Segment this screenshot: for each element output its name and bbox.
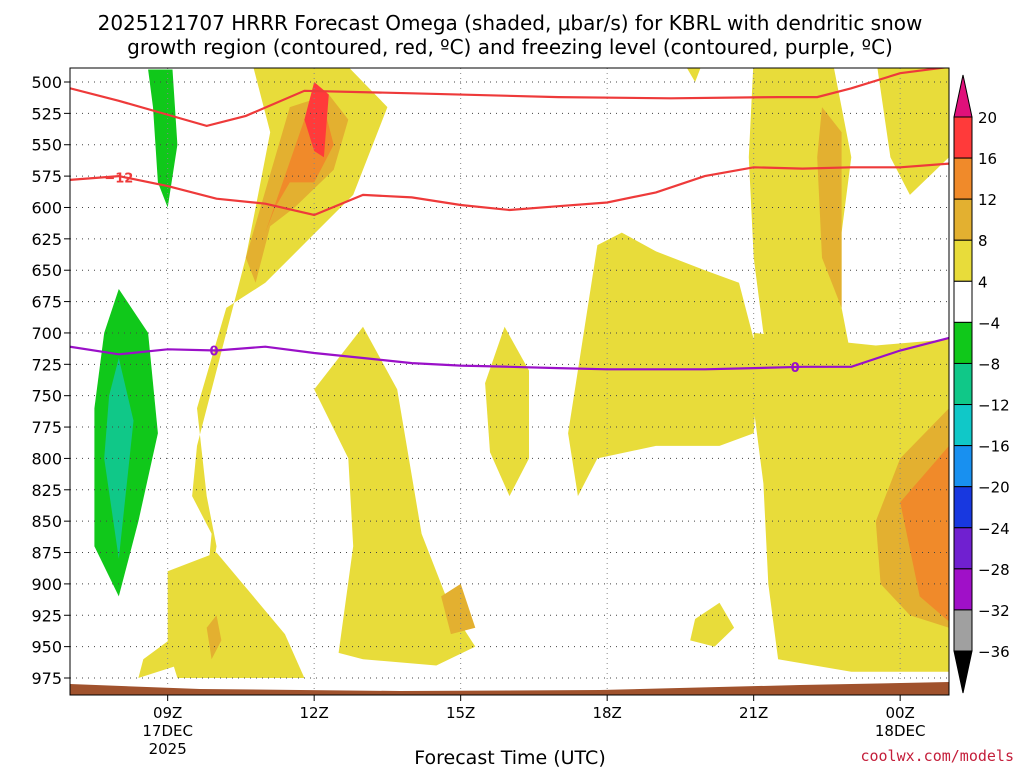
colorbar-label-4: 4 [978, 273, 988, 291]
colorbar-bin-7 [953, 404, 973, 447]
y-tick-550: 550 [31, 136, 62, 155]
y-tick-700: 700 [31, 324, 62, 343]
x-tick-00Z: 00Z [885, 704, 914, 722]
colorbar-bin-9 [953, 486, 973, 529]
omega-region-1 [167, 552, 305, 678]
contour-label-2: 0 [791, 361, 800, 376]
colorbar-label-12: −32 [978, 602, 1010, 620]
y-tick-950: 950 [31, 638, 62, 657]
x-tick-12Z: 12Z [299, 704, 328, 722]
contour-label-1: 0 [210, 345, 219, 360]
y-tick-725: 725 [31, 355, 62, 374]
colorbar-label-11: −28 [978, 561, 1010, 579]
y-tick-750: 750 [31, 387, 62, 406]
x-tick-date-00Z: 18DEC [875, 722, 926, 740]
colorbar-label-6: −8 [978, 355, 1000, 373]
colorbar-label-7: −12 [978, 397, 1010, 415]
colorbar-label-8: −16 [978, 438, 1010, 456]
colorbar-bin-0 [953, 116, 973, 159]
x-axis-label: Forecast Time (UTC) [414, 747, 605, 768]
y-tick-825: 825 [31, 481, 62, 500]
y-tick-525: 525 [31, 104, 62, 123]
colorbar-label-10: −24 [978, 520, 1010, 538]
colorbar-label-2: 12 [978, 191, 997, 209]
y-tick-625: 625 [31, 230, 62, 249]
y-tick-500: 500 [31, 73, 62, 92]
omega-region-17 [304, 82, 329, 158]
omega-region-8 [690, 602, 735, 647]
contour-dgz-bottom [70, 162, 949, 217]
gridlines [70, 68, 949, 695]
colorbar-bin-2 [953, 198, 973, 241]
colorbar-bin-11 [953, 568, 973, 611]
colorbar-label-1: 16 [978, 150, 997, 168]
colorbar: 20 16 12 8 4 −4 −8 −12 −16 −20 −24 −28 −32 −36 [953, 74, 1010, 694]
colorbar-bin-1 [953, 157, 973, 200]
contour-lines: −12 0 0 [70, 68, 949, 376]
colorbar-label-5: −4 [978, 314, 1000, 332]
colorbar-bin-12 [953, 609, 973, 652]
colorbar-bin-4 [953, 280, 973, 323]
y-tick-800: 800 [31, 449, 62, 468]
omega-region-9 [686, 68, 701, 82]
plot-frame [69, 67, 950, 696]
x-tick-date-09Z: 17DEC [142, 722, 193, 740]
y-tick-925: 925 [31, 606, 62, 625]
plot-area: −12 0 0 [70, 68, 949, 695]
colorbar-bottom-triangle [953, 650, 973, 694]
omega-region-12 [441, 583, 476, 635]
x-tick-year-09Z: 2025 [149, 740, 187, 758]
y-tick-650: 650 [31, 261, 62, 280]
y-tick-775: 775 [31, 418, 62, 437]
chart-title-line1: 2025121707 HRRR Forecast Omega (shaded, … [98, 11, 923, 35]
omega-region-11 [206, 615, 222, 660]
y-tick-675: 675 [31, 293, 62, 312]
y-tick-600: 600 [31, 198, 62, 217]
colorbar-label-9: −20 [978, 479, 1010, 497]
omega-region-7 [877, 68, 949, 195]
omega-region-0 [138, 68, 388, 678]
x-tick-15Z: 15Z [446, 704, 475, 722]
omega-region-3 [485, 326, 529, 497]
y-axis: 500 525 550 575 600 625 650 675 700 725 750 775 800 8… [31, 73, 70, 688]
colorbar-bin-5 [953, 321, 973, 364]
omega-shading [94, 68, 949, 678]
omega-region-16 [900, 445, 949, 622]
contour-freezing-level [70, 336, 949, 371]
omega-region-13 [817, 107, 842, 308]
contour-label-0: −12 [104, 171, 133, 186]
chart-title-line2: growth region (contoured, red, ºC) and f… [127, 35, 893, 59]
y-tick-900: 900 [31, 575, 62, 594]
y-tick-575: 575 [31, 167, 62, 186]
x-tick-18Z: 18Z [592, 704, 621, 722]
colorbar-label-0: 20 [978, 109, 997, 127]
omega-region-2 [314, 326, 476, 666]
colorbar-bin-3 [953, 239, 973, 282]
omega-region-18 [148, 69, 178, 208]
y-tick-850: 850 [31, 512, 62, 531]
colorbar-label-3: 8 [978, 232, 988, 250]
contour-dgz-top [70, 68, 949, 128]
y-tick-875: 875 [31, 544, 62, 563]
y-tick-975: 975 [31, 669, 62, 688]
colorbar-bin-8 [953, 445, 973, 488]
x-tick-09Z: 09Z [153, 704, 182, 722]
terrain-ground [70, 682, 949, 695]
omega-region-4 [568, 232, 759, 497]
credit-link[interactable]: coolwx.com/models [860, 747, 1014, 765]
colorbar-top-triangle [953, 74, 973, 118]
colorbar-bin-10 [953, 527, 973, 570]
x-tick-21Z: 21Z [739, 704, 768, 722]
colorbar-bin-6 [953, 362, 973, 406]
colorbar-label-13: −36 [978, 643, 1010, 661]
